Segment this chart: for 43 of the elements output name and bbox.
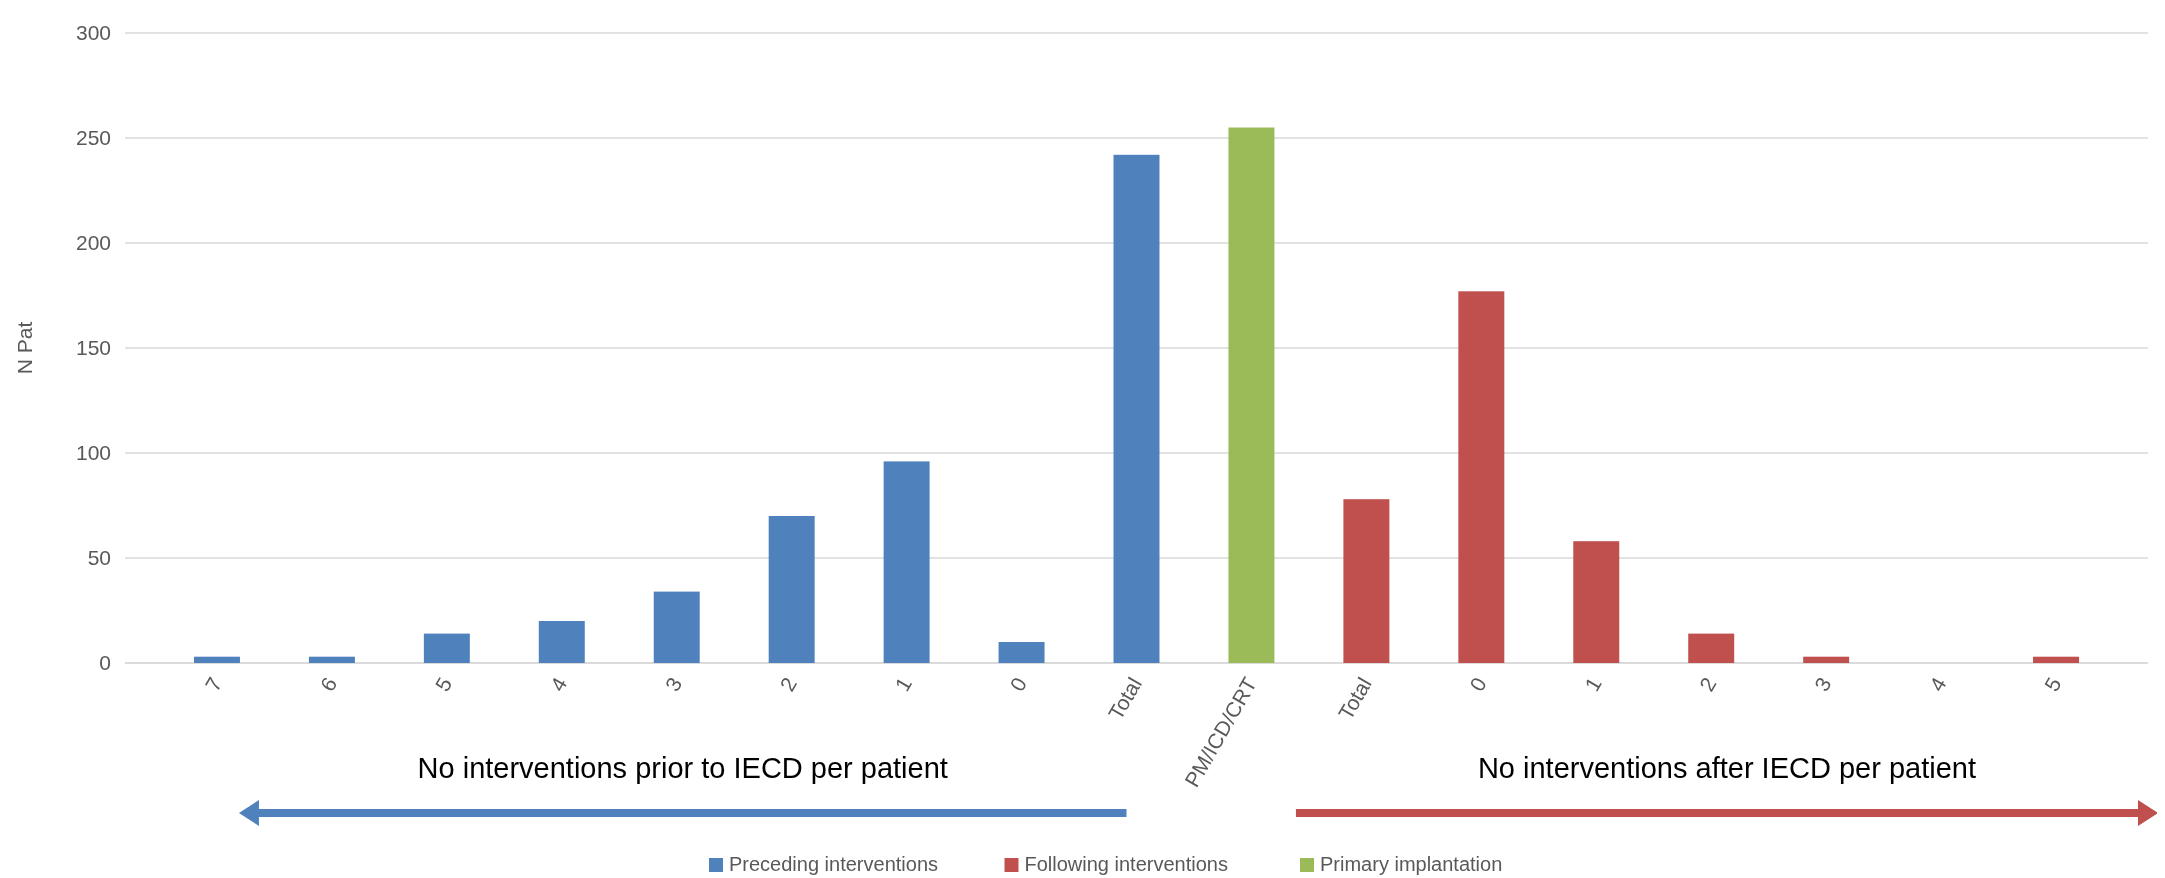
x-tick-label: 3 [1809,673,1836,696]
x-tick-label: 3 [660,673,687,696]
x-tick-label: 4 [1924,673,1951,696]
text: No interventions after IECD per patient [1477,752,1977,784]
x-tick-label: 5 [2039,673,2066,696]
x-tick-label: 1 [1579,673,1606,696]
bar [1573,541,1620,663]
y-tick-label: 200 [75,231,111,254]
x-tick-label: 0 [1465,673,1491,696]
bar [538,621,585,663]
bar [2033,656,2080,663]
bar [1803,656,1850,663]
bar [1458,291,1505,663]
bar [1343,499,1390,663]
y-tick-label: 100 [75,441,111,464]
y-tick-label: 250 [75,126,111,149]
x-tick-label: 0 [1005,673,1032,696]
x-tick-label: 2 [1694,673,1721,696]
y-tick-label: 0 [99,651,111,674]
legend-label: Following interventions [1024,853,1228,875]
bar [1228,127,1275,663]
x-tick-label: 2 [775,673,802,696]
x-tick-label: 1 [890,673,917,696]
x-tick-label: 6 [315,673,342,696]
bar [998,642,1045,663]
bar [653,591,700,663]
bar [308,656,355,663]
y-tick-label: 50 [87,546,111,569]
x-tick-label: 4 [545,673,572,696]
y-tick-label: 150 [75,336,111,359]
bar [193,656,240,663]
y-tick-label: 300 [75,21,111,44]
text: No interventions prior to IECD per patient [417,752,948,784]
bar [768,516,815,663]
y-axis-title: N Pat [13,321,36,375]
bar [1688,633,1735,663]
legend-label: Primary implantation [1320,853,1503,875]
bar [883,461,930,663]
x-tick-label: 7 [200,673,227,696]
bar [1113,154,1160,663]
bar [423,633,470,663]
legend-label: Preceding interventions [729,853,939,875]
x-tick-label: 5 [430,673,457,696]
